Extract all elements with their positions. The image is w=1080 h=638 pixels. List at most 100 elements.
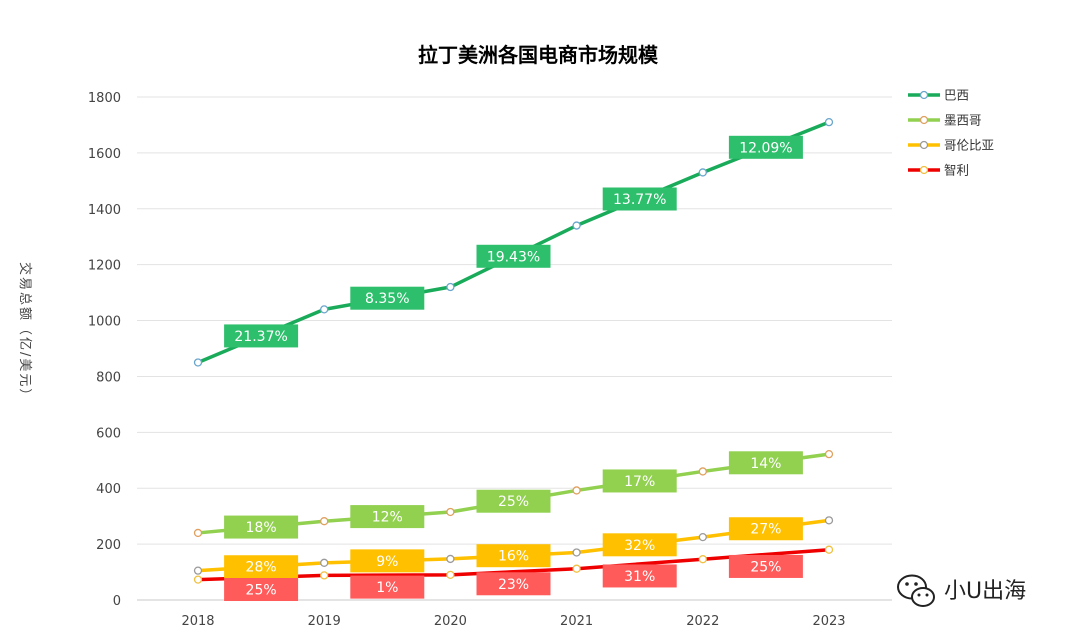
growth-label-text: 17% [624,474,655,490]
y-tick-label: 800 [96,370,121,385]
growth-label-bg [602,187,677,211]
watermark: 小U出海 [897,574,1026,607]
x-tick-label: 2019 [308,614,341,629]
growth-label: 17% [602,469,677,493]
y-tick-label: 200 [96,538,121,553]
growth-label-bg [224,555,299,579]
growth-label-bg [728,135,803,159]
growth-label-text: 12.09% [739,140,792,156]
growth-label-text: 1% [376,580,398,596]
growth-label-text: 13.77% [613,192,666,208]
growth-label: 18% [224,515,299,539]
data-point [572,564,581,573]
data-point [572,548,581,557]
data-point [320,571,329,580]
data-point [320,305,329,314]
legend-item: 墨西哥 [908,113,982,128]
y-tick-label: 400 [96,482,121,497]
data-point [698,532,707,542]
data-point [698,467,707,476]
growth-label: 1% [350,575,425,599]
growth-label-text: 19.43% [487,249,540,265]
data-point [698,168,707,177]
data-point [193,575,203,584]
growth-label: 19.43% [476,244,551,268]
growth-label-text: 25% [246,583,277,599]
growth-label: 25% [728,554,803,578]
growth-label: 9% [350,549,425,573]
legend-item: 智利 [908,163,969,178]
growth-label-text: 14% [750,456,781,472]
growth-label: 12% [350,505,425,529]
y-tick-label: 1400 [88,203,121,218]
growth-label-text: 25% [498,494,529,510]
data-point [824,449,834,459]
y-tick-label: 1000 [88,315,121,330]
data-point [320,517,329,526]
grid-lines [137,96,892,601]
x-axis-ticks: 2018 2019 2020 2021 2022 2023 [181,614,845,629]
growth-label-bg [602,564,677,588]
growth-label: 25% [476,489,551,513]
growth-label-text: 25% [750,559,781,575]
x-tick-label: 2020 [434,614,467,629]
legend-label: 哥伦比亚 [944,138,994,153]
legend-marker [919,165,929,175]
growth-label-text: 31% [624,569,655,585]
legend-label: 智利 [944,163,969,178]
growth-label-bg [476,489,551,513]
growth-label-text: 32% [624,538,655,554]
legend-item: 哥伦比亚 [908,138,994,153]
growth-label: 8.35% [350,286,425,310]
growth-label: 12.09% [728,135,803,159]
growth-label-bg [350,286,425,310]
growth-label-bg [350,549,425,573]
data-point [824,118,834,127]
growth-label: 16% [476,544,551,568]
data-point [824,545,834,554]
legend-marker [919,115,929,125]
data-point [193,528,203,538]
growth-label: 32% [602,533,677,557]
x-tick-label: 2018 [181,614,214,629]
data-point [446,507,455,517]
x-tick-label: 2022 [686,614,719,629]
data-point [446,282,455,292]
data-point [698,555,707,564]
growth-label: 13.77% [602,187,677,211]
growth-label-bg [728,554,803,578]
series-line [197,547,830,582]
growth-label-text: 23% [498,577,529,593]
y-tick-label: 600 [96,426,121,441]
data-point [193,358,203,367]
growth-label-bg [224,515,299,539]
y-axis-ticks: 0 200 400 600 800 1000 1200 1400 1600 1800 [88,91,121,609]
y-tick-label: 1800 [88,91,121,106]
growth-label: 28% [224,555,299,579]
growth-label-text: 28% [246,560,277,576]
growth-label-text: 27% [750,522,781,538]
growth-labels: 21.37% 8.35% 19.43% 13.77% 12.09% 18% 12% 25% 17… [224,135,803,602]
legend-marker [919,140,929,150]
data-point [572,221,581,230]
growth-label: 21.37% [224,324,299,348]
legend-label: 巴西 [944,88,969,103]
growth-label-text: 9% [376,554,398,570]
y-tick-label: 1600 [88,147,121,162]
growth-label-bg [350,505,425,529]
x-tick-label: 2023 [812,614,845,629]
y-tick-label: 0 [113,594,121,609]
growth-label-bg [476,572,551,596]
data-point [193,566,203,575]
growth-label-bg [476,244,551,268]
data-point [824,516,834,525]
x-tick-label: 2021 [560,614,593,629]
series-group [193,118,834,584]
growth-label-bg [728,451,803,475]
y-tick-label: 1200 [88,259,121,274]
growth-label-text: 21.37% [234,329,287,345]
data-point [320,558,329,567]
data-point [572,486,581,495]
